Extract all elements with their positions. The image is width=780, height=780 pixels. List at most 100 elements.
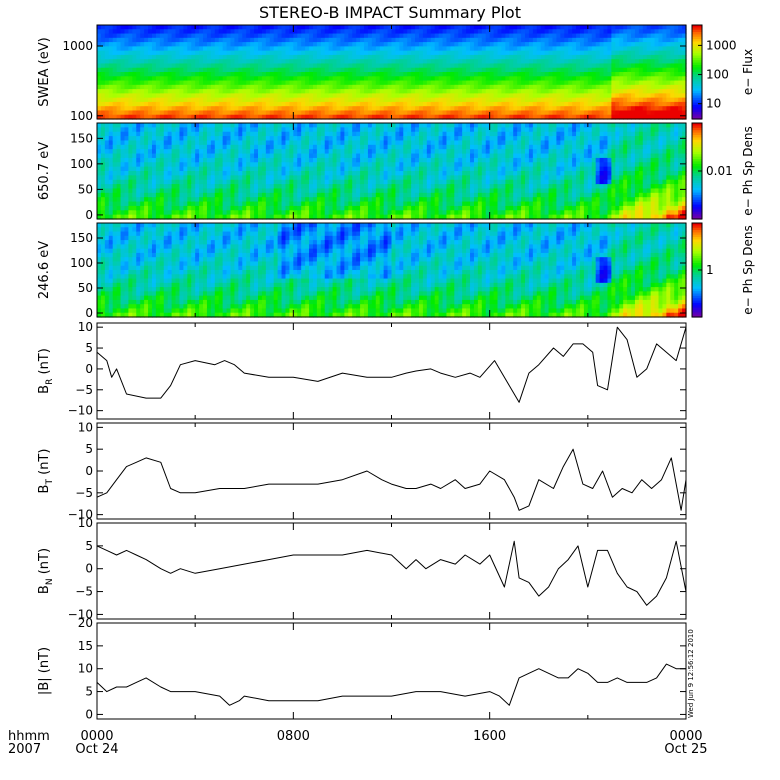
heatmap-cell: [203, 33, 208, 39]
heatmap-cell: [387, 50, 393, 56]
heatmap-cell: [654, 101, 660, 107]
heatmap-cell: [222, 37, 228, 43]
heatmap-cell: [513, 89, 518, 94]
heatmap-cell: [293, 50, 298, 56]
heatmap-cell: [579, 67, 585, 73]
heatmap-cell: [367, 101, 373, 107]
heatmap-cell: [277, 157, 283, 163]
heatmap-cell: [238, 93, 243, 99]
heatmap-cell: [383, 197, 389, 203]
heatmap-cell: [151, 140, 157, 146]
heatmap-cell: [415, 97, 420, 103]
heatmap-cell: [250, 136, 255, 142]
heatmap-cell: [167, 123, 173, 128]
heatmap-cell: [151, 25, 157, 30]
heatmap-cell: [163, 59, 169, 65]
heatmap-cell: [301, 67, 306, 73]
heatmap-cell: [344, 171, 349, 176]
heatmap-cell: [497, 110, 503, 116]
heatmap-cell: [489, 63, 495, 69]
heatmap-cell: [309, 184, 314, 190]
heatmap-cell: [418, 42, 424, 47]
heatmap-cell: [155, 72, 161, 77]
heatmap-cell: [579, 59, 585, 65]
heatmap-cell: [246, 80, 251, 86]
heatmap-cell: [434, 106, 440, 112]
heatmap-cell: [328, 89, 334, 94]
heatmap-cell: [631, 33, 636, 39]
heatmap-cell: [426, 84, 432, 90]
heatmap-cell: [269, 192, 275, 198]
heatmap-cell: [151, 110, 157, 116]
heatmap-cell: [332, 184, 338, 190]
heatmap-cell: [481, 42, 487, 47]
heatmap-cell: [536, 110, 542, 116]
heatmap-cell: [623, 84, 628, 90]
heatmap-cell: [226, 76, 232, 82]
heatmap-cell: [682, 67, 687, 73]
heatmap-cell: [312, 89, 318, 94]
heatmap-cell: [257, 131, 263, 137]
heatmap-cell: [379, 127, 385, 133]
heatmap-cell: [179, 67, 184, 73]
heatmap-cell: [473, 84, 479, 90]
heatmap-cell: [234, 29, 239, 35]
heatmap-cell: [277, 197, 283, 203]
heatmap-cell: [222, 76, 228, 82]
heatmap-cell: [136, 72, 141, 77]
heatmap-cell: [132, 171, 137, 176]
heatmap-cell: [328, 201, 334, 207]
heatmap-cell: [112, 184, 118, 190]
heatmap-cell: [631, 72, 636, 77]
heatmap-cell: [450, 114, 455, 120]
heatmap-cell: [148, 114, 153, 120]
heatmap-cell: [167, 127, 173, 133]
heatmap-cell: [159, 50, 165, 56]
heatmap-cell: [301, 37, 306, 43]
heatmap-cell: [175, 37, 181, 43]
heatmap-cell: [191, 80, 196, 86]
heatmap-cell: [250, 184, 255, 190]
heatmap-cell: [332, 171, 338, 176]
heatmap-cell: [466, 84, 471, 90]
heatmap-cell: [242, 54, 247, 60]
heatmap-cell: [297, 67, 302, 73]
heatmap-cell: [658, 25, 664, 30]
heatmap-cell: [340, 50, 345, 56]
heatmap-cell: [587, 46, 593, 52]
heatmap-cell: [257, 80, 263, 86]
heatmap-cell: [210, 162, 216, 168]
heatmap-cell: [387, 63, 393, 69]
heatmap-cell: [646, 93, 652, 99]
heatmap-cell: [517, 63, 522, 69]
heatmap-cell: [171, 106, 177, 112]
heatmap-cell: [583, 106, 589, 112]
heatmap-cell: [148, 29, 153, 35]
heatmap-cell: [470, 54, 475, 60]
heatmap-cell: [179, 210, 184, 216]
heatmap-cell: [552, 89, 558, 94]
heatmap-cell: [128, 89, 133, 94]
heatmap-cell: [218, 63, 224, 69]
heatmap-cell: [120, 123, 126, 128]
heatmap-cell: [195, 188, 200, 194]
heatmap-cell: [348, 101, 353, 107]
heatmap-cell: [140, 63, 145, 69]
heatmap-cell: [521, 42, 526, 47]
heatmap-cell: [210, 67, 216, 73]
heatmap-cell: [466, 106, 471, 112]
heatmap-cell: [230, 201, 236, 207]
heatmap-cell: [528, 54, 534, 60]
heatmap-cell: [155, 63, 161, 69]
heatmap-cell: [352, 131, 357, 137]
heatmap-cell: [666, 46, 671, 52]
heatmap-cell: [148, 76, 153, 82]
heatmap-cell: [470, 80, 475, 86]
heatmap-cell: [108, 144, 114, 150]
heatmap-cell: [265, 144, 271, 150]
heatmap-cell: [191, 106, 196, 112]
heatmap-cell: [293, 29, 298, 35]
heatmap-cell: [257, 175, 263, 181]
heatmap-cell: [151, 184, 157, 190]
heatmap-cell: [250, 54, 255, 60]
